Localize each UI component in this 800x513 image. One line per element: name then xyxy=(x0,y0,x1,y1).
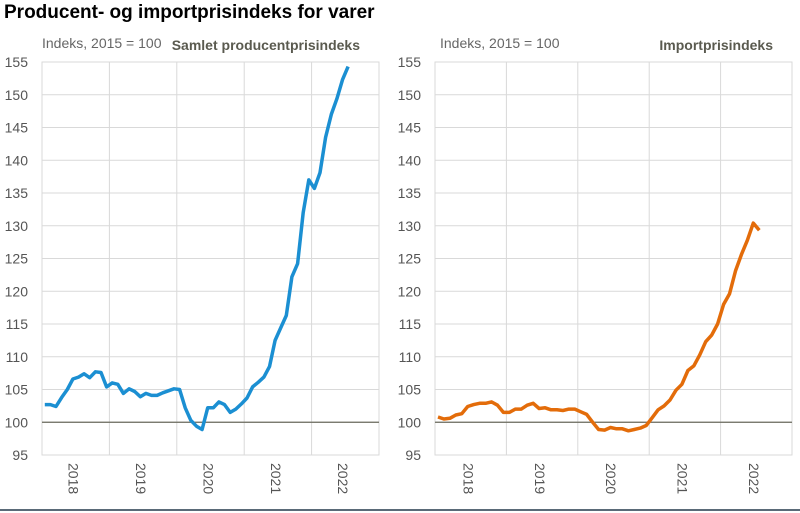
series-title: Importprisindeks xyxy=(659,37,773,53)
y-tick-label: 150 xyxy=(398,87,422,103)
y-tick-label: 110 xyxy=(6,349,29,365)
y-tick-label: 155 xyxy=(5,54,29,70)
y-tick-label: 155 xyxy=(398,54,422,70)
y-tick-label: 125 xyxy=(5,251,29,267)
y-tick-label: 120 xyxy=(398,283,422,299)
y-tick-label: 115 xyxy=(399,316,422,332)
y-tick-label: 105 xyxy=(5,382,29,398)
y-tick-label: 150 xyxy=(5,87,29,103)
bottom-rule xyxy=(0,509,800,511)
y-tick-label: 145 xyxy=(398,120,422,136)
y-tick-label: 105 xyxy=(398,382,422,398)
y-tick-label: 135 xyxy=(398,185,422,201)
x-tick-label: 2019 xyxy=(133,463,149,494)
x-tick-label: 2018 xyxy=(66,463,82,494)
y-tick-label: 110 xyxy=(399,349,422,365)
chart-subtitle: Indeks, 2015 = 100 xyxy=(42,35,162,51)
x-tick-label: 2022 xyxy=(335,463,351,494)
y-tick-label: 100 xyxy=(5,414,29,430)
y-tick-label: 140 xyxy=(5,152,29,168)
y-tick-label: 140 xyxy=(398,152,422,168)
y-tick-label: 95 xyxy=(12,447,28,463)
y-tick-label: 145 xyxy=(5,120,29,136)
y-tick-label: 100 xyxy=(398,414,422,430)
x-tick-label: 2022 xyxy=(746,463,762,494)
y-tick-label: 125 xyxy=(398,251,422,267)
series-title: Samlet producentprisindeks xyxy=(172,37,360,53)
x-tick-label: 2020 xyxy=(603,463,619,494)
x-tick-label: 2021 xyxy=(268,463,284,494)
x-tick-label: 2018 xyxy=(460,463,476,494)
y-tick-label: 130 xyxy=(5,218,29,234)
y-tick-label: 95 xyxy=(405,447,421,463)
y-tick-label: 120 xyxy=(5,283,29,299)
x-tick-label: 2021 xyxy=(675,463,691,494)
chart-2: 95 100 105 110 115 120 125 130 135 140 145 150 155 20… xyxy=(398,35,793,494)
chart-subtitle: Indeks, 2015 = 100 xyxy=(440,35,560,51)
page-title: Producent- og importprisindeks for varer xyxy=(4,2,375,23)
x-tick-label: 2020 xyxy=(200,463,216,494)
x-tick-label: 2019 xyxy=(532,463,548,494)
y-tick-label: 135 xyxy=(5,185,29,201)
chart-1: 95 100 105 110 115 120 125 130 135 140 145 150 155 20… xyxy=(5,35,380,494)
y-tick-label: 115 xyxy=(6,316,29,332)
y-tick-label: 130 xyxy=(398,218,422,234)
